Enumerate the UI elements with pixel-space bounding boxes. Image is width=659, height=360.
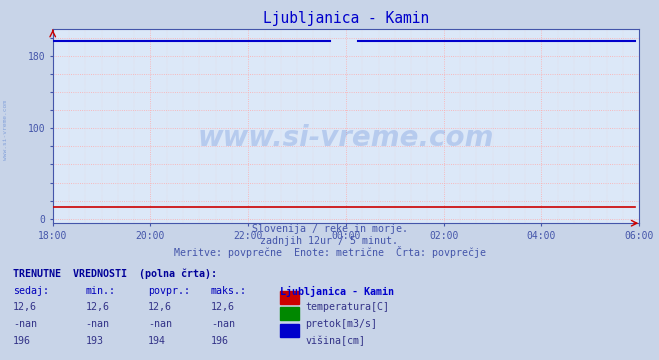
Text: Meritve: povprečne  Enote: metrične  Črta: povprečje: Meritve: povprečne Enote: metrične Črta:… [173,246,486,258]
Title: Ljubljanica - Kamin: Ljubljanica - Kamin [263,11,429,26]
Text: Ljubljanica - Kamin: Ljubljanica - Kamin [280,286,394,297]
Text: temperatura[C]: temperatura[C] [305,302,389,312]
Text: -nan: -nan [86,319,109,329]
Text: 12,6: 12,6 [86,302,109,312]
Text: 196: 196 [13,336,31,346]
Text: zadnjih 12ur / 5 minut.: zadnjih 12ur / 5 minut. [260,236,399,246]
Text: Slovenija / reke in morje.: Slovenija / reke in morje. [252,224,407,234]
Text: -nan: -nan [148,319,172,329]
Text: 194: 194 [148,336,166,346]
Text: TRENUTNE  VREDNOSTI  (polna črta):: TRENUTNE VREDNOSTI (polna črta): [13,268,217,279]
Text: pretok[m3/s]: pretok[m3/s] [305,319,377,329]
Text: maks.:: maks.: [211,286,247,296]
Text: sedaj:: sedaj: [13,286,49,296]
Text: 12,6: 12,6 [148,302,172,312]
Text: min.:: min.: [86,286,116,296]
Text: www.si-vreme.com: www.si-vreme.com [3,100,8,159]
Text: 12,6: 12,6 [13,302,37,312]
Text: -nan: -nan [13,319,37,329]
Text: 12,6: 12,6 [211,302,235,312]
Text: www.si-vreme.com: www.si-vreme.com [198,124,494,152]
Text: povpr.:: povpr.: [148,286,190,296]
Text: 196: 196 [211,336,229,346]
Text: višina[cm]: višina[cm] [305,336,365,346]
Text: 193: 193 [86,336,103,346]
Text: -nan: -nan [211,319,235,329]
